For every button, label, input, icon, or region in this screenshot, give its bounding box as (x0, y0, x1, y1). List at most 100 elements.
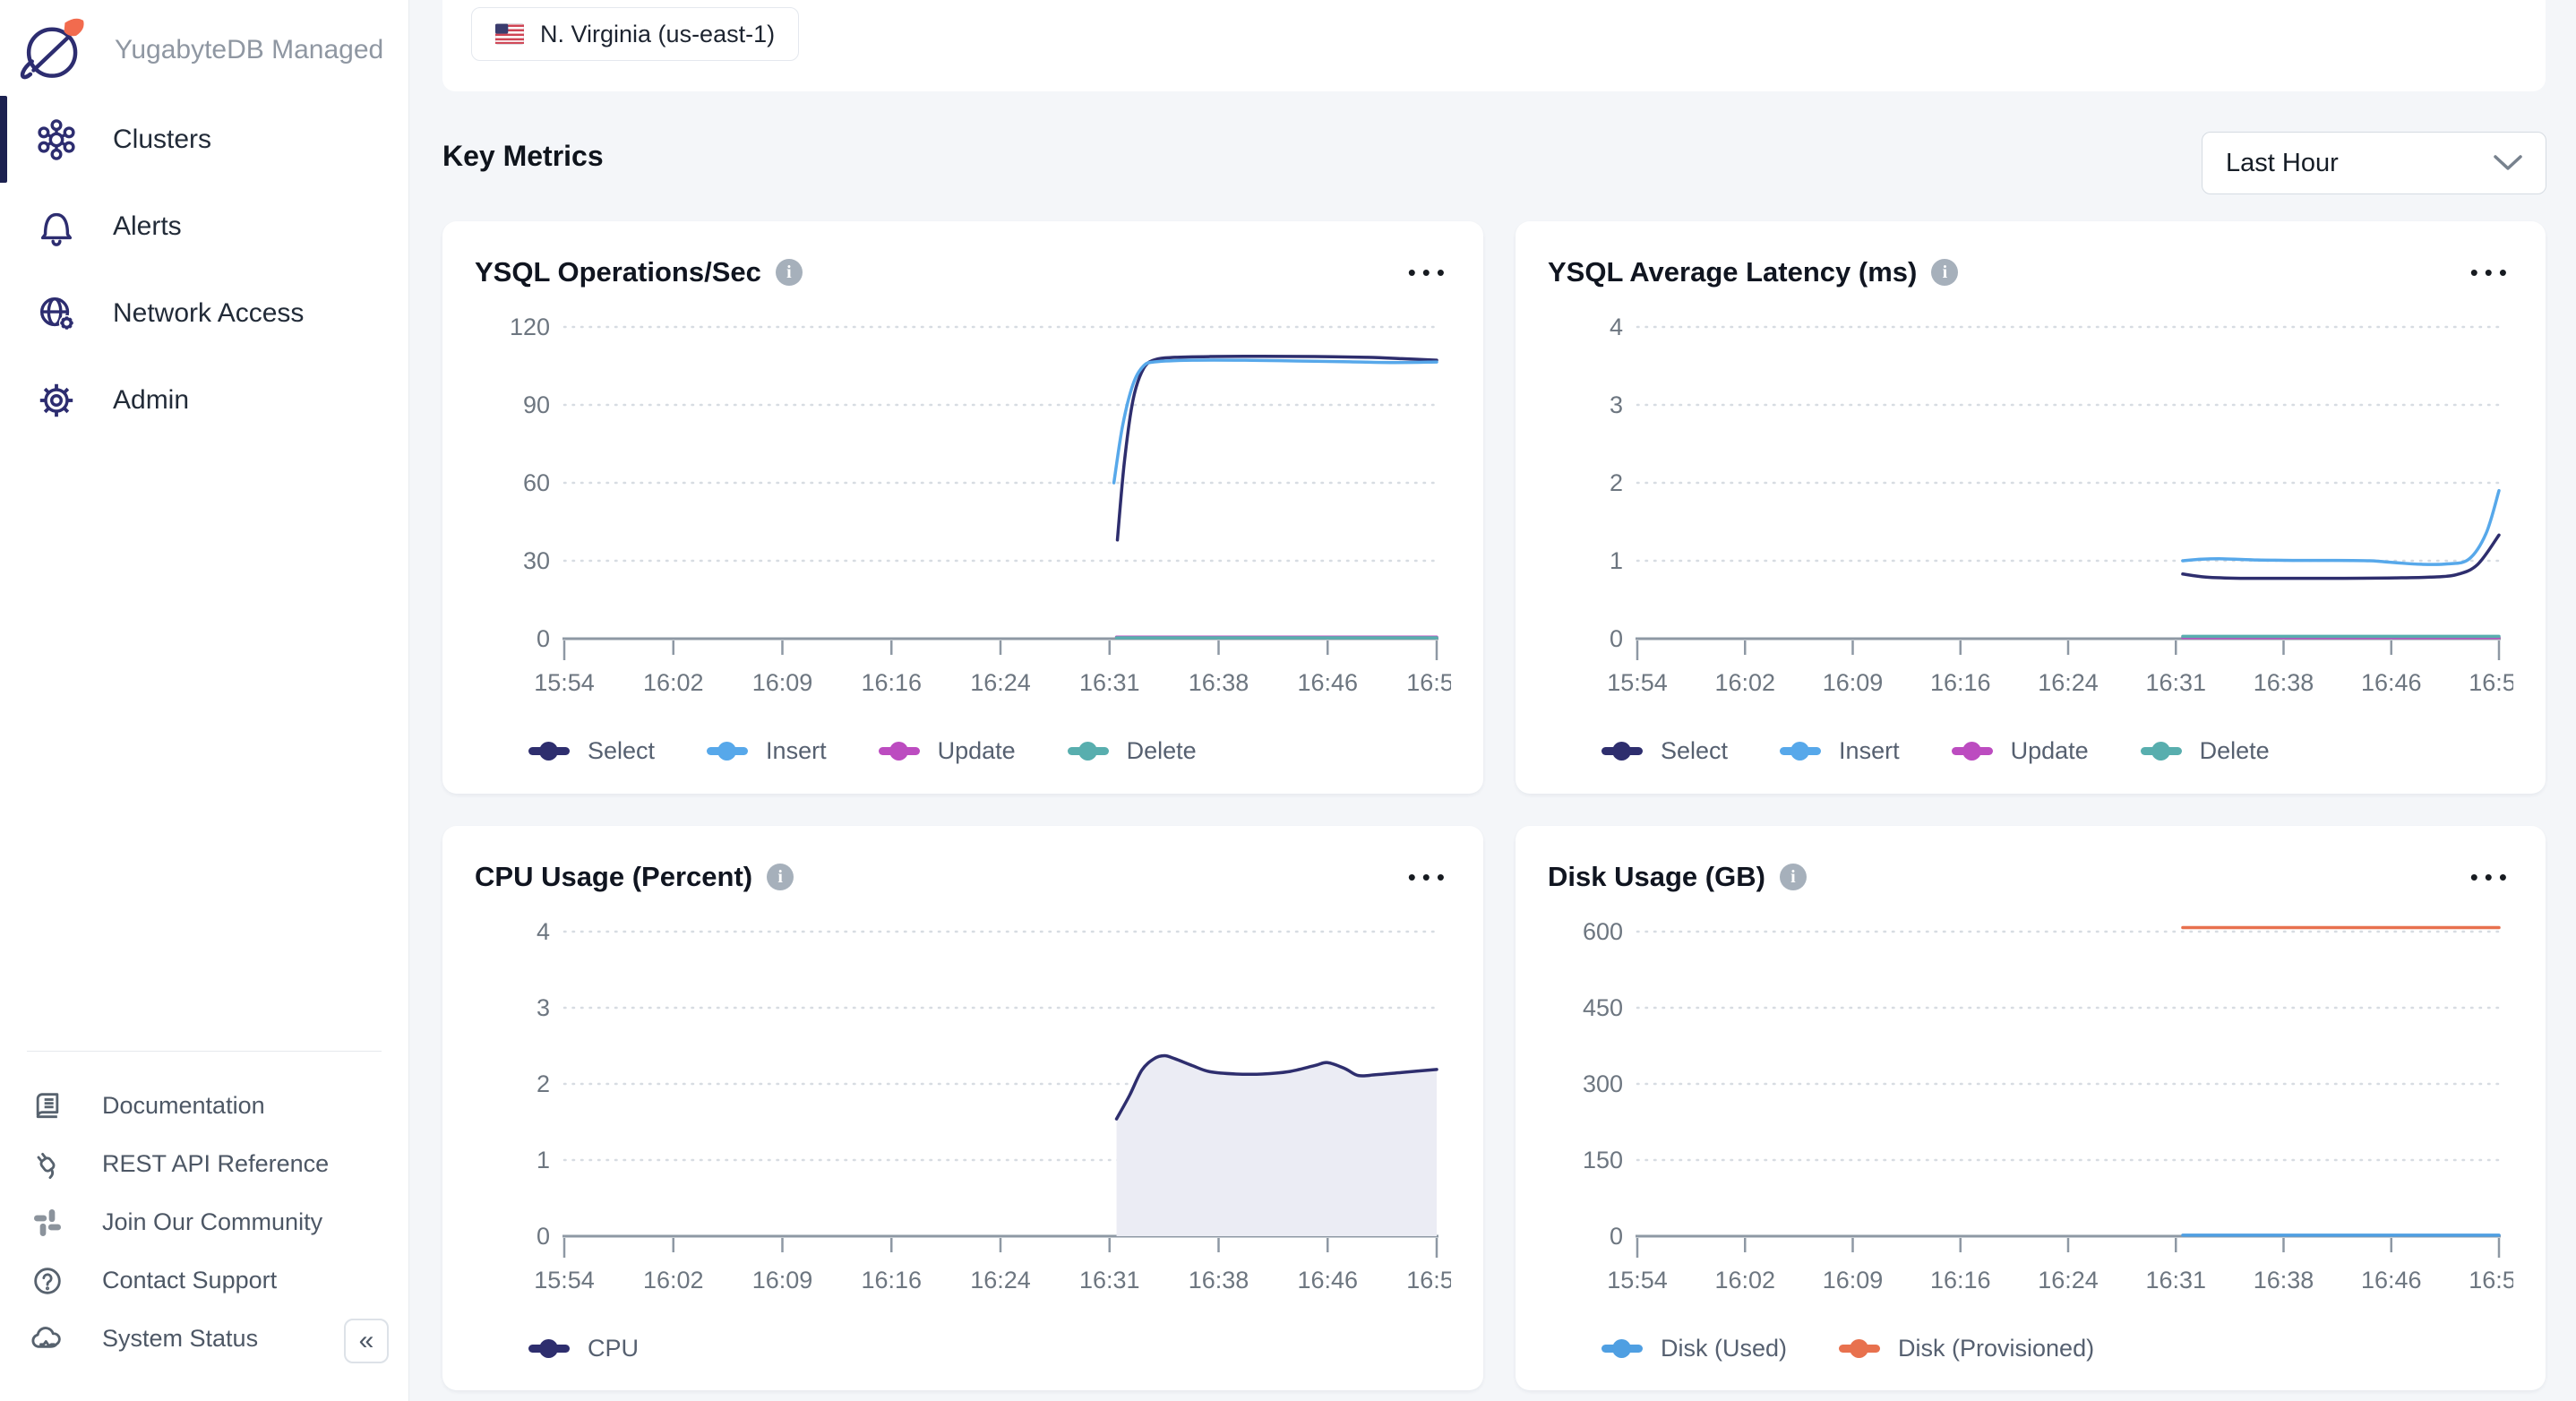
legend-label: Select (1661, 737, 1729, 764)
svg-text:16:46: 16:46 (1297, 1267, 1358, 1294)
cluster-header-band: N. Virginia (us-east-1) (442, 0, 2546, 91)
legend-item[interactable]: Update (878, 737, 1016, 765)
ellipsis-menu-button[interactable] (2470, 259, 2513, 287)
svg-text:16:02: 16:02 (1714, 1267, 1775, 1294)
svg-text:16:02: 16:02 (643, 1267, 704, 1294)
legend-label: Delete (2199, 737, 2270, 764)
active-indicator (0, 96, 7, 183)
page-title: Key Metrics (442, 140, 604, 172)
legend-item[interactable]: Update (1951, 737, 2089, 765)
sidebar-item-documentation[interactable]: Documentation (0, 1077, 408, 1135)
legend-item[interactable]: Delete (1067, 737, 1197, 765)
time-range-select[interactable]: Last Hour (2202, 132, 2546, 194)
legend-marker-icon (1601, 742, 1643, 761)
legend-item[interactable]: Delete (2140, 737, 2270, 765)
svg-text:4: 4 (1610, 314, 1623, 340)
info-icon[interactable] (767, 864, 794, 890)
svg-text:1: 1 (537, 1147, 550, 1173)
svg-text:16:16: 16:16 (1930, 1267, 1991, 1294)
legend-marker-icon (1067, 742, 1109, 761)
sidebar-item-label: Alerts (113, 211, 182, 241)
cloud-status-icon (29, 1320, 66, 1358)
legend-marker-icon (1839, 1339, 1881, 1358)
question-circle-icon (29, 1262, 66, 1300)
svg-text:16:46: 16:46 (2361, 1267, 2422, 1294)
chart-plot: 0 1 2 3 4 15:54 16:02 16:09 16:16 16:24 16:31 16:38… (475, 908, 1467, 1322)
legend-label: Disk (Provisioned) (1898, 1335, 2095, 1362)
legend-label: Update (937, 737, 1016, 764)
legend-marker-icon (1601, 1339, 1643, 1358)
legend-item[interactable]: Select (528, 737, 655, 765)
slack-icon (29, 1204, 66, 1242)
legend-item[interactable]: Select (1601, 737, 1728, 765)
sidebar-item-join-our-community[interactable]: Join Our Community (0, 1193, 408, 1251)
svg-text:16:24: 16:24 (970, 669, 1031, 696)
legend-item[interactable]: Insert (1780, 737, 1900, 765)
legend-label: Disk (Used) (1661, 1335, 1788, 1362)
chart-canvas: 0 1 2 3 4 15:54 16:02 16:09 16:16 16:24 16:31 16:38… (1607, 314, 2529, 696)
svg-text:16:16: 16:16 (861, 1267, 922, 1294)
sidebar-item-clusters[interactable]: Clusters (0, 96, 408, 183)
ellipsis-menu-button[interactable] (1408, 864, 1451, 891)
svg-text:16:02: 16:02 (1714, 669, 1775, 696)
svg-text:2: 2 (537, 1070, 550, 1097)
chevrons-left-icon: « (358, 1326, 374, 1355)
svg-text:16:09: 16:09 (752, 669, 813, 696)
divider (27, 1051, 382, 1052)
sidebar-item-alerts[interactable]: Alerts (0, 183, 408, 270)
globe-gear-icon (36, 293, 77, 334)
legend-label: Insert (1839, 737, 1900, 764)
chart-card-ysql-latency: YSQL Average Latency (ms) 0 1 2 3 4 15:54 16:0… (1516, 221, 2546, 794)
us-flag-icon (495, 23, 524, 45)
svg-text:16:24: 16:24 (2038, 1267, 2099, 1294)
info-icon[interactable] (1931, 259, 1959, 286)
chart-plot: 0 30 60 90 120 15:54 16:02 16:09 16:16 16:24 16:31… (475, 304, 1467, 725)
sidebar-item-label: Admin (113, 384, 190, 415)
brand[interactable]: YugabyteDB Managed (0, 0, 408, 86)
legend-item[interactable]: CPU (528, 1335, 639, 1362)
time-range-value: Last Hour (2226, 148, 2339, 177)
info-icon[interactable] (775, 259, 803, 286)
legend-label: CPU (588, 1335, 640, 1362)
legend-label: Delete (1126, 737, 1197, 764)
sidebar-item-contact-support[interactable]: Contact Support (0, 1251, 408, 1310)
svg-text:0: 0 (537, 625, 550, 652)
svg-text:60: 60 (523, 469, 550, 496)
svg-text:600: 600 (1583, 918, 1623, 945)
svg-text:16:46: 16:46 (2361, 669, 2422, 696)
svg-text:16:38: 16:38 (2254, 1267, 2314, 1294)
sidebar-item-rest-api-reference[interactable]: REST API Reference (0, 1135, 408, 1193)
sidebar-item-admin[interactable]: Admin (0, 357, 408, 443)
svg-text:15:54: 15:54 (534, 1267, 595, 1294)
chart-title: YSQL Operations/Sec (475, 256, 761, 288)
ellipsis-menu-button[interactable] (2470, 864, 2513, 891)
region-chip[interactable]: N. Virginia (us-east-1) (471, 7, 800, 61)
svg-text:16:38: 16:38 (1189, 1267, 1249, 1294)
sidebar-item-label: Join Our Community (102, 1208, 323, 1235)
legend-item[interactable]: Insert (707, 737, 827, 765)
region-chip-label: N. Virginia (us-east-1) (540, 20, 776, 47)
svg-text:16:54: 16:54 (1406, 669, 1451, 696)
chart-card-cpu-usage: CPU Usage (Percent) 0 1 2 3 4 15:54 16:02 16:09… (442, 826, 1483, 1390)
brand-text: YugabyteDB Managed (115, 35, 384, 64)
svg-text:16:31: 16:31 (2145, 669, 2206, 696)
sidebar-item-system-status[interactable]: System Status (0, 1310, 408, 1368)
svg-text:90: 90 (523, 391, 550, 418)
sidebar-item-network-access[interactable]: Network Access (0, 270, 408, 357)
legend-label: Select (588, 737, 656, 764)
legend-item[interactable]: Disk (Provisioned) (1839, 1335, 2094, 1362)
sidebar-collapse-button[interactable]: « (344, 1319, 389, 1363)
gear-icon (36, 380, 77, 421)
sidebar-footer: Documentation REST API Reference (0, 1051, 408, 1368)
sidebar-item-label: Contact Support (102, 1267, 278, 1294)
svg-text:16:54: 16:54 (2469, 669, 2513, 696)
svg-text:0: 0 (1610, 1223, 1623, 1250)
chart-card-disk-usage: Disk Usage (GB) 0 150 300 450 600 15:54 16:02 1… (1516, 826, 2546, 1390)
info-icon[interactable] (1779, 864, 1807, 890)
ellipsis-menu-button[interactable] (1408, 259, 1451, 287)
legend-item[interactable]: Disk (Used) (1601, 1335, 1787, 1362)
svg-text:1: 1 (1610, 547, 1623, 574)
legend-label: Insert (766, 737, 827, 764)
svg-text:30: 30 (523, 547, 550, 574)
chart-legend: Select Insert Update Delete (1601, 737, 2513, 765)
